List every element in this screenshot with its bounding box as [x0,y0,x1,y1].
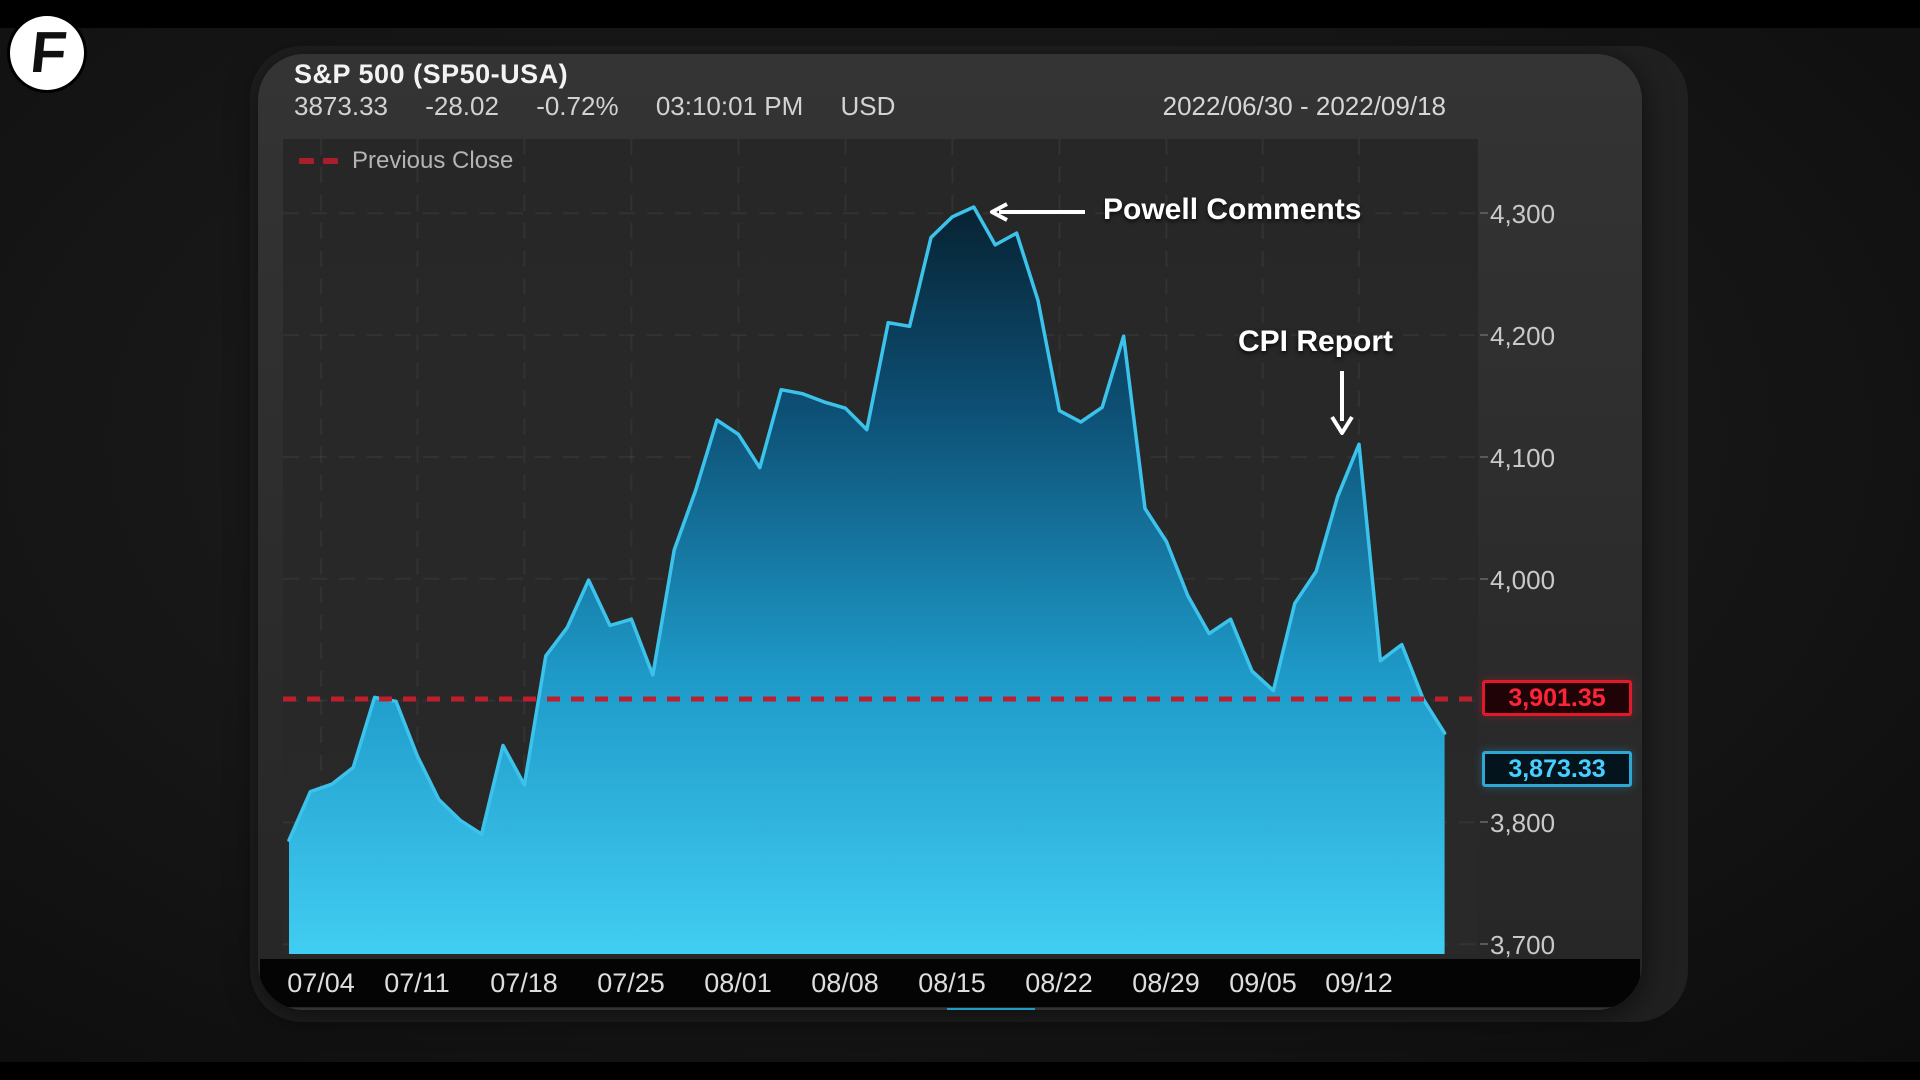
y-tick-mark [1480,212,1488,214]
last-price-badge: 3,873.33 [1482,751,1632,787]
chart-panel: S&P 500 (SP50-USA) 3873.33 -28.02 -0.72%… [258,54,1642,1010]
y-tick-mark [1480,578,1488,580]
y-axis-label: 4,300 [1490,199,1556,229]
previous-close-price-badge: 3,901.35 [1482,680,1632,716]
price-chart [283,139,1478,954]
previous-close-dash-icon [299,158,314,164]
y-axis-label: 3,800 [1490,808,1556,838]
y-axis-label: 4,000 [1490,565,1556,595]
x-axis-label: 07/11 [384,968,450,998]
legend-previous-close: Previous Close [299,147,513,175]
chart-scrollbar[interactable] [260,1008,1640,1010]
y-axis-label: 4,200 [1490,321,1556,351]
annotation-cpi-report: CPI Report [1238,325,1394,358]
date-range: 2022/06/30 - 2022/09/18 [1162,91,1446,121]
plot-area[interactable]: Previous Close Powell Comments CPI Repor… [283,139,1478,954]
x-axis-label: 08/15 [918,968,986,998]
price-change-percent: -0.72% [536,91,619,121]
x-axis-label: 08/29 [1132,968,1200,998]
y-axis-label: 4,100 [1490,443,1556,473]
y-tick-mark [1480,334,1488,336]
left-arrow-icon [990,202,1085,222]
area-series [289,207,1445,954]
x-axis-label: 08/22 [1025,968,1093,998]
quote-currency: USD [840,91,896,121]
y-tick-mark [1480,943,1488,945]
letterbox-top [0,0,1920,28]
chart-title: S&P 500 (SP50-USA) [294,59,569,89]
x-axis-label: 08/08 [811,968,879,998]
chart-scrollbar-thumb[interactable] [947,1008,1035,1010]
price-change: -28.02 [425,91,499,121]
x-axis-label: 09/12 [1325,968,1393,998]
down-arrow-icon [1330,371,1354,435]
last-price: 3873.33 [294,91,388,121]
x-axis-label: 08/01 [704,968,772,998]
factset-logo-icon: F [10,16,84,90]
y-tick-mark [1480,456,1488,458]
logo-letter: F [27,20,71,85]
previous-close-dash-icon [323,158,338,164]
quote-time: 03:10:01 PM [655,91,804,121]
letterbox-bottom [0,1062,1920,1080]
legend-label: Previous Close [352,147,514,174]
x-axis: 07/04 07/11 07/18 07/25 08/01 08/08 08/15 08/22… [260,959,1640,1007]
y-axis-label: 3,700 [1490,930,1556,960]
y-tick-mark [1480,821,1488,823]
y-axis: 3,901.35 3,873.33 4,300 4,200 4,100 4,000 3,… [1480,139,1640,1009]
price-line [287,205,1447,842]
x-axis-label: 07/04 [287,968,355,998]
x-axis-label: 07/25 [597,968,665,998]
x-axis-label: 07/18 [490,968,558,998]
x-axis-label: 09/05 [1229,968,1297,998]
annotation-powell-comments: Powell Comments [1103,193,1362,226]
quote-bar: 3873.33 -28.02 -0.72% 03:10:01 PM USD 20… [294,91,1624,122]
